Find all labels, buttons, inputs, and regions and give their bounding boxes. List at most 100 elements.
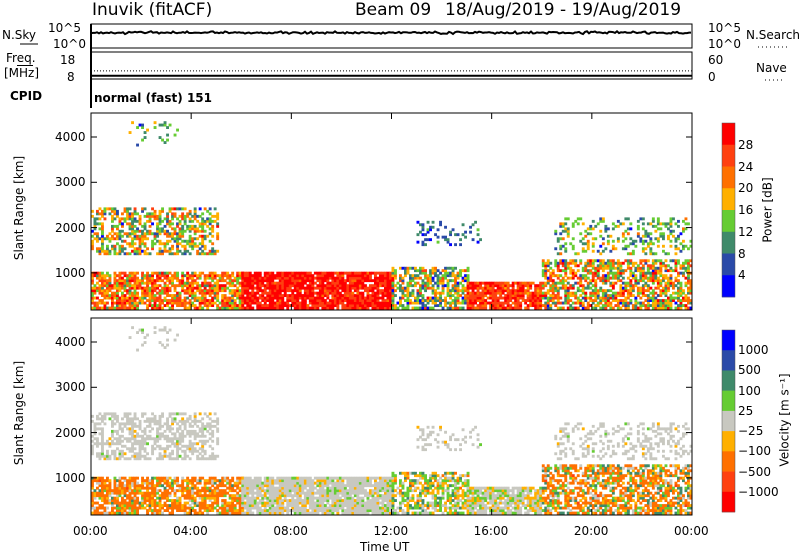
echo-cell (103, 237, 107, 241)
echo-cell (143, 214, 147, 218)
echo-cell (621, 301, 625, 305)
echo-cell (421, 284, 425, 288)
echo-cell (644, 281, 648, 285)
echo-cell (318, 504, 322, 507)
echo-cell (371, 286, 375, 290)
echo-cell (141, 123, 144, 127)
echo-cell (128, 234, 132, 238)
echo-cell (471, 299, 475, 302)
echo-cell (326, 491, 330, 495)
echo-cell (374, 301, 377, 305)
echo-cell (536, 286, 540, 290)
echo-cell (91, 299, 94, 302)
echo-cell (291, 274, 295, 278)
echo-cell (241, 499, 245, 502)
echo-cell (629, 281, 633, 285)
echo-cell (486, 301, 490, 305)
echo-cell (419, 306, 422, 310)
echo-cell (436, 269, 440, 273)
echo-cell (301, 284, 305, 288)
echo-cell (158, 274, 162, 278)
echo-cell (111, 299, 114, 302)
echo-cell (656, 222, 660, 226)
echo-cell (514, 296, 518, 300)
echo-cell (266, 294, 270, 297)
echo-cell (331, 281, 335, 285)
echo-cell (581, 289, 585, 293)
echo-cell (579, 259, 583, 263)
echo-cell (298, 274, 302, 278)
echo-cell (228, 506, 232, 510)
echo-cell (444, 235, 447, 239)
echo-cell (183, 489, 187, 493)
echo-cell (128, 479, 132, 483)
echo-cell (116, 212, 119, 216)
echo-cell (326, 509, 330, 512)
echo-cell (499, 296, 503, 300)
echo-cell (534, 289, 538, 293)
echo-cell (386, 284, 390, 288)
echo-cell (321, 479, 325, 483)
echo-cell (136, 511, 139, 515)
echo-cell (649, 276, 653, 280)
echo-cell (429, 269, 432, 273)
echo-cell (206, 274, 210, 278)
echo-cell (306, 291, 310, 295)
echo-cell (121, 222, 124, 226)
echo-cell (576, 252, 580, 256)
echo-cell (301, 304, 305, 307)
echo-cell (634, 269, 638, 273)
echo-cell (273, 294, 277, 297)
echo-cell (201, 294, 205, 297)
echo-cell (514, 301, 518, 305)
echo-cell (101, 234, 104, 238)
echo-cell (93, 501, 97, 505)
echo-cell (566, 306, 570, 310)
echo-cell (326, 281, 330, 285)
echo-cell (213, 301, 217, 305)
echo-cell (278, 509, 282, 512)
echo-cell (218, 506, 222, 510)
echo-cell (118, 249, 122, 253)
echo-cell (406, 289, 410, 293)
echo-cell (103, 486, 107, 490)
echo-cell (654, 266, 658, 270)
echo-cell (318, 481, 322, 485)
echo-cell (126, 511, 129, 515)
echo-cell (238, 301, 242, 305)
echo-cell (301, 484, 305, 488)
echo-cell (123, 479, 127, 483)
echo-cell (188, 481, 192, 485)
echo-cell (288, 284, 292, 288)
echo-cell (656, 294, 660, 297)
echo-cell (186, 274, 190, 278)
echo-cell (118, 476, 122, 480)
echo-cell (288, 509, 292, 512)
echo-cell (263, 489, 267, 493)
echo-cell (98, 301, 102, 305)
echo-cell (213, 479, 217, 483)
echo-cell (576, 306, 580, 310)
echo-cell (158, 501, 162, 505)
echo-cell (634, 276, 638, 280)
echo-cell (579, 281, 583, 285)
echo-cell (193, 491, 197, 495)
echo-cell (138, 296, 142, 300)
echo-cell (499, 289, 503, 293)
echo-cell (311, 304, 315, 307)
echo-cell (131, 214, 134, 218)
echo-cell (321, 486, 325, 490)
echo-cell (631, 261, 635, 265)
echo-cell (188, 219, 192, 223)
echo-cell (101, 232, 104, 236)
echo-cell (384, 274, 387, 278)
echo-cell (186, 291, 190, 295)
echo-cell (173, 133, 177, 137)
echo-cell (253, 501, 257, 505)
echo-cell (682, 299, 685, 302)
echo-cell (323, 274, 327, 278)
echo-cell (198, 509, 202, 512)
echo-cell (381, 281, 385, 285)
echo-cell (153, 506, 157, 510)
echo-cell (111, 244, 114, 248)
